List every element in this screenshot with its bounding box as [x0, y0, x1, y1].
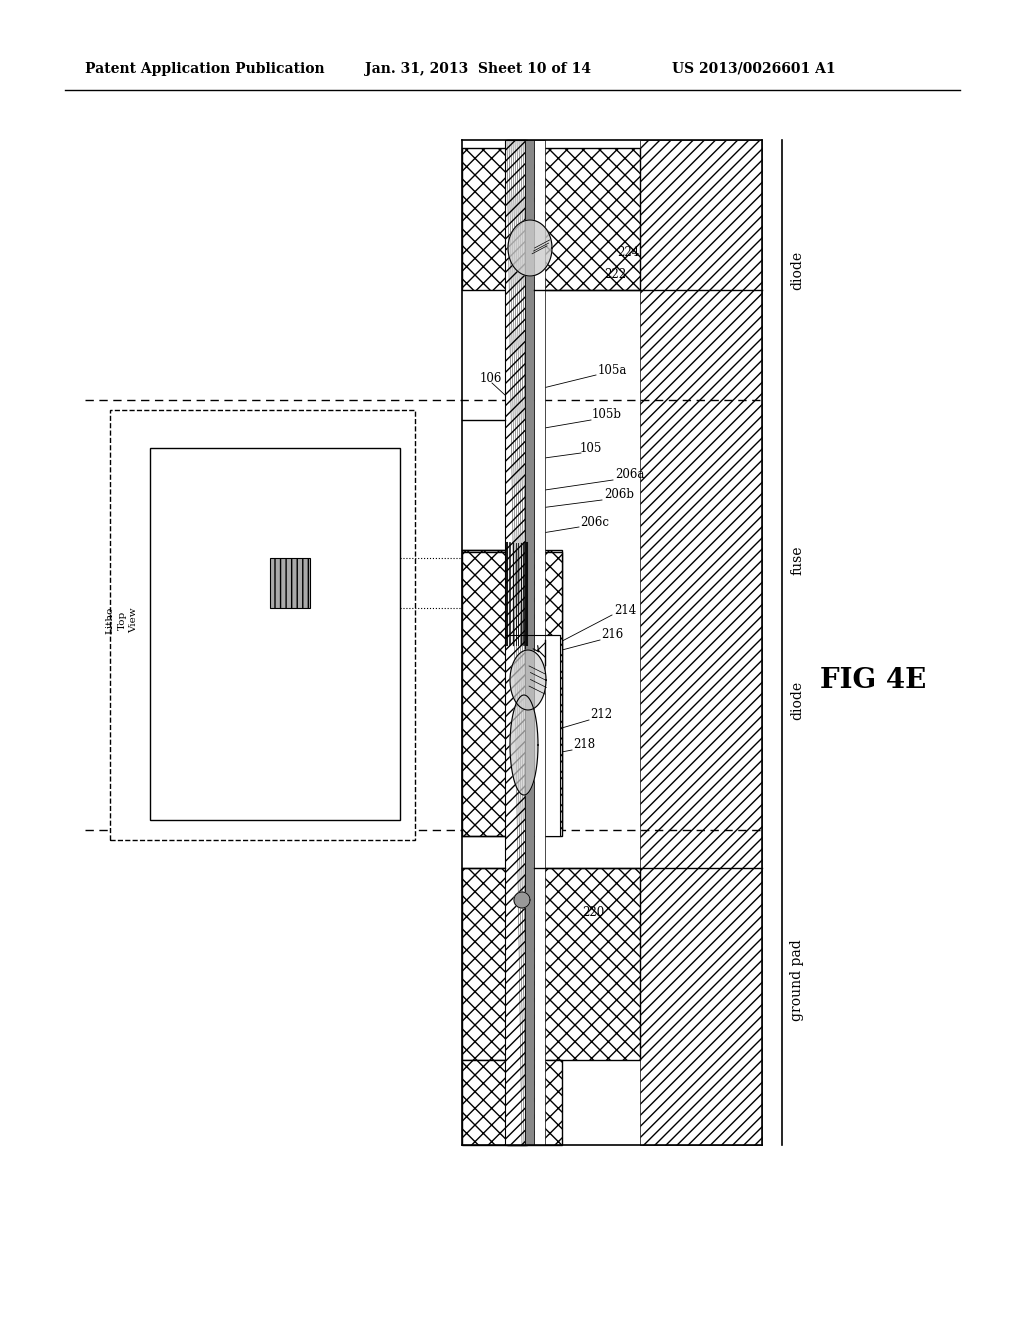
Text: US 2013/0026601 A1: US 2013/0026601 A1	[672, 62, 836, 77]
Text: 206a: 206a	[615, 469, 644, 482]
Bar	[462, 550, 562, 830]
Bar	[270, 558, 310, 609]
Text: fuse: fuse	[790, 545, 804, 574]
Text: 214: 214	[614, 603, 636, 616]
Text: 105b: 105b	[592, 408, 622, 421]
Text: 206c: 206c	[580, 516, 609, 528]
Text: 105a: 105a	[598, 363, 628, 376]
Bar	[462, 148, 640, 290]
Text: 105: 105	[580, 441, 602, 454]
Polygon shape	[514, 892, 530, 908]
Bar	[462, 869, 640, 1060]
Polygon shape	[510, 696, 538, 795]
Bar	[507, 140, 527, 1144]
Text: diode: diode	[790, 680, 804, 719]
Text: 106: 106	[480, 371, 503, 384]
Text: Litho
Top
View: Litho Top View	[105, 606, 138, 634]
Text: FIG 4E: FIG 4E	[820, 667, 927, 693]
Bar	[110, 411, 415, 840]
Text: 224: 224	[617, 246, 639, 259]
Polygon shape	[508, 220, 552, 276]
Text: ground pad: ground pad	[790, 939, 804, 1020]
Polygon shape	[510, 649, 546, 710]
Text: Jan. 31, 2013  Sheet 10 of 14: Jan. 31, 2013 Sheet 10 of 14	[365, 62, 591, 77]
Bar	[150, 447, 400, 820]
Text: 206b: 206b	[604, 488, 634, 502]
Text: 212: 212	[590, 709, 612, 722]
Text: 222: 222	[604, 268, 626, 281]
Bar	[506, 635, 560, 836]
Bar	[462, 552, 562, 836]
Text: Patent Application Publication: Patent Application Publication	[85, 62, 325, 77]
Text: 220: 220	[582, 906, 604, 919]
Text: 218: 218	[573, 738, 595, 751]
Text: 216: 216	[601, 628, 624, 642]
Bar	[525, 140, 534, 1144]
Bar	[534, 140, 545, 1144]
Text: diode: diode	[790, 251, 804, 289]
Bar	[505, 140, 525, 1144]
Bar	[640, 140, 762, 1144]
Bar	[462, 1060, 562, 1144]
